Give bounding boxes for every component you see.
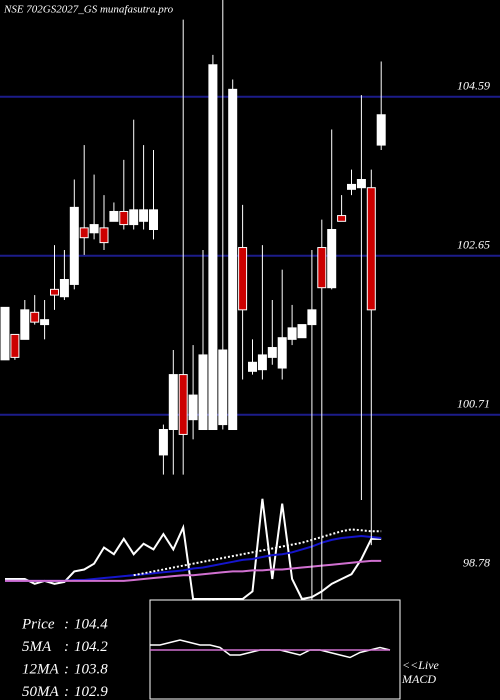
candle-body — [356, 179, 366, 189]
stat-label: 12MA — [22, 661, 59, 677]
candle-body — [59, 279, 69, 298]
stat-label: Price — [21, 616, 55, 632]
stat-value: 102.9 — [74, 684, 108, 700]
candle-body — [69, 206, 79, 285]
stat-value: 104.4 — [74, 616, 108, 632]
candle-body — [376, 114, 386, 146]
stat-label: 5MA — [22, 639, 52, 655]
candle-body — [30, 311, 40, 323]
candle-body — [307, 309, 317, 326]
candle-body — [337, 215, 347, 222]
candle-body — [0, 306, 10, 361]
candle-body — [158, 429, 168, 456]
candle-body — [20, 309, 30, 340]
candle-body — [188, 394, 198, 421]
stat-separator: : — [64, 684, 69, 700]
stat-value: 104.2 — [74, 639, 108, 655]
candle-body — [99, 227, 109, 244]
candle-body — [198, 354, 208, 431]
y-tick-label: 102.65 — [457, 237, 490, 251]
candle-body — [248, 361, 257, 372]
candle-body — [10, 333, 20, 358]
stat-separator: : — [64, 661, 69, 677]
candle-body — [366, 187, 376, 311]
candle-body — [89, 224, 99, 234]
candle-body — [178, 374, 188, 435]
indicator-line — [5, 498, 382, 601]
candle-body — [218, 349, 228, 426]
candle-body — [168, 374, 178, 431]
y-tick-label: 100.71 — [457, 397, 490, 411]
candle-body — [40, 319, 50, 326]
candle-body — [50, 288, 59, 296]
candle-body — [287, 327, 297, 340]
chart-title: NSE 702GS2027_GS munafasutra.pro — [3, 4, 174, 16]
candle-body — [228, 88, 238, 431]
candle-body — [139, 209, 149, 222]
stat-separator: : — [64, 639, 69, 655]
stat-separator: : — [64, 616, 69, 632]
candle-body — [297, 324, 307, 339]
candle-body — [347, 183, 356, 190]
candle-body — [317, 247, 327, 289]
stat-value: 103.8 — [74, 661, 108, 677]
stat-label: 50MA — [22, 684, 59, 700]
candle-body — [79, 227, 89, 239]
candle-body — [109, 210, 119, 222]
y-tick-label: 104.59 — [457, 78, 490, 92]
candle-body — [257, 354, 267, 371]
candle-body — [119, 210, 129, 226]
indicator-tick-label: 98.78 — [463, 555, 490, 569]
candle-body — [208, 64, 218, 431]
macd-label: MACD — [401, 672, 436, 686]
indicator-line — [5, 559, 382, 582]
candle-body — [267, 347, 277, 358]
candle-body — [238, 247, 248, 311]
candle-body — [327, 229, 337, 289]
candle-body — [129, 209, 139, 226]
candle-body — [277, 337, 287, 369]
candle-body — [149, 209, 158, 231]
macd-label: <<Live — [402, 658, 440, 672]
